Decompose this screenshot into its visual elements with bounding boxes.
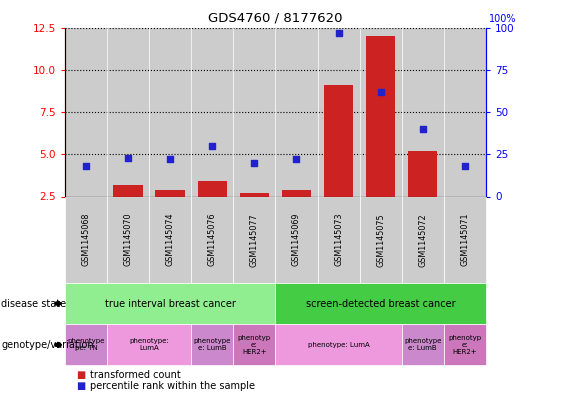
- Text: 100%: 100%: [489, 14, 516, 24]
- Bar: [240, 193, 269, 239]
- Bar: [324, 85, 353, 239]
- Point: [250, 160, 259, 166]
- Title: GDS4760 / 8177620: GDS4760 / 8177620: [208, 12, 343, 25]
- Point: [124, 154, 133, 161]
- Text: phenotyp
e:
HER2+: phenotyp e: HER2+: [238, 335, 271, 355]
- Point: [418, 126, 427, 132]
- Text: GSM1145069: GSM1145069: [292, 213, 301, 266]
- Text: phenotype
e: LumB: phenotype e: LumB: [404, 338, 441, 351]
- Text: GSM1145076: GSM1145076: [208, 213, 217, 266]
- Bar: [276, 28, 318, 196]
- Bar: [450, 196, 480, 239]
- Text: GSM1145068: GSM1145068: [81, 213, 90, 266]
- Bar: [71, 196, 101, 239]
- Point: [292, 156, 301, 162]
- Point: [334, 29, 343, 36]
- Text: transformed count: transformed count: [90, 370, 181, 380]
- Bar: [191, 28, 233, 196]
- Point: [166, 156, 175, 162]
- Point: [376, 88, 385, 95]
- Text: true interval breast cancer: true interval breast cancer: [105, 299, 236, 309]
- Text: GSM1145072: GSM1145072: [418, 213, 427, 266]
- Point: [460, 163, 470, 169]
- Text: genotype/variation: genotype/variation: [1, 340, 94, 350]
- Bar: [65, 28, 107, 196]
- Text: phenotype: LumA: phenotype: LumA: [308, 342, 370, 348]
- Text: GSM1145075: GSM1145075: [376, 213, 385, 266]
- Bar: [233, 28, 276, 196]
- Text: GSM1145071: GSM1145071: [460, 213, 470, 266]
- Bar: [107, 28, 149, 196]
- Bar: [318, 28, 359, 196]
- Text: GSM1145073: GSM1145073: [334, 213, 343, 266]
- Text: percentile rank within the sample: percentile rank within the sample: [90, 381, 255, 391]
- Text: phenotype:
LumA: phenotype: LumA: [129, 338, 169, 351]
- Bar: [149, 28, 191, 196]
- Text: phenotype
e: LumB: phenotype e: LumB: [194, 338, 231, 351]
- Point: [81, 163, 90, 169]
- Bar: [366, 36, 395, 239]
- Bar: [198, 181, 227, 239]
- Bar: [408, 151, 437, 239]
- Text: ■: ■: [76, 381, 85, 391]
- Text: screen-detected breast cancer: screen-detected breast cancer: [306, 299, 455, 309]
- Bar: [155, 190, 185, 239]
- Bar: [402, 28, 444, 196]
- Bar: [114, 185, 143, 239]
- Text: GSM1145077: GSM1145077: [250, 213, 259, 266]
- Text: GSM1145070: GSM1145070: [124, 213, 133, 266]
- Text: phenotyp
e:
HER2+: phenotyp e: HER2+: [448, 335, 481, 355]
- Text: disease state: disease state: [1, 299, 66, 309]
- Bar: [282, 190, 311, 239]
- Text: phenotype
pe: TN: phenotype pe: TN: [67, 338, 105, 351]
- Bar: [359, 28, 402, 196]
- Text: ■: ■: [76, 370, 85, 380]
- Bar: [444, 28, 486, 196]
- Text: GSM1145074: GSM1145074: [166, 213, 175, 266]
- Point: [208, 143, 217, 149]
